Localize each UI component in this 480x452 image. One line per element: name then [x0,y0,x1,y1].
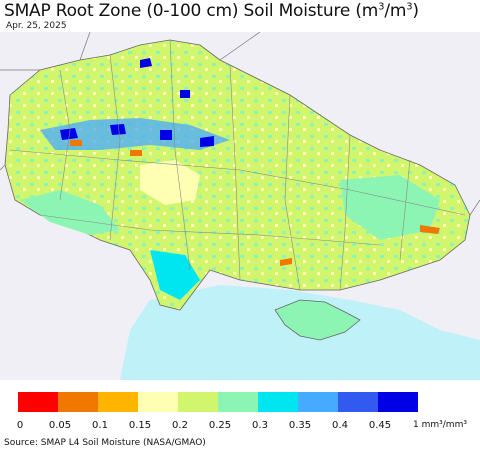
soil-moisture-map [0,32,480,380]
crimea [274,299,361,341]
map-date: Apr. 25, 2025 [6,21,67,31]
ukraine-landmass [4,39,471,311]
legend-tick-3: 0.15 [128,420,152,431]
source-credit: Source: SMAP L4 Soil Moisture (NASA/GMAO… [4,438,206,448]
legend-swatch-2 [98,392,138,412]
legend-swatch-4 [178,392,218,412]
legend-tick-0: 0 [16,420,24,431]
legend-swatch-7 [298,392,338,412]
map-title: SMAP Root Zone (0-100 cm) Soil Moisture … [4,1,419,21]
legend-swatch-9 [378,392,418,412]
legend-tick-1: 0.05 [48,420,72,431]
dry-zone-central [140,160,200,205]
wet-band-north [40,118,230,150]
legend-unit: 1 mm³/mm³ [413,420,467,430]
legend-swatch-1 [58,392,98,412]
wet-zone-south [150,250,200,300]
legend-swatch-3 [138,392,178,412]
legend-swatch-0 [18,392,58,412]
region-borders [9,39,466,291]
legend-swatch-5 [218,392,258,412]
legend-tick-8: 0.4 [332,420,348,431]
legend-tick-4: 0.2 [172,420,188,431]
legend-swatch-8 [338,392,378,412]
country-borders [0,32,480,216]
legend-tick-5: 0.25 [208,420,232,431]
moist-zone-west [20,190,120,235]
moist-zone-east [340,175,440,240]
legend-tick-9: 0.45 [368,420,392,431]
legend-tick-6: 0.3 [252,420,268,431]
very-wet-spots [60,58,214,147]
legend-swatch-6 [258,392,298,412]
legend-tick-7: 0.35 [288,420,312,431]
legend-tick-2: 0.1 [92,420,108,431]
